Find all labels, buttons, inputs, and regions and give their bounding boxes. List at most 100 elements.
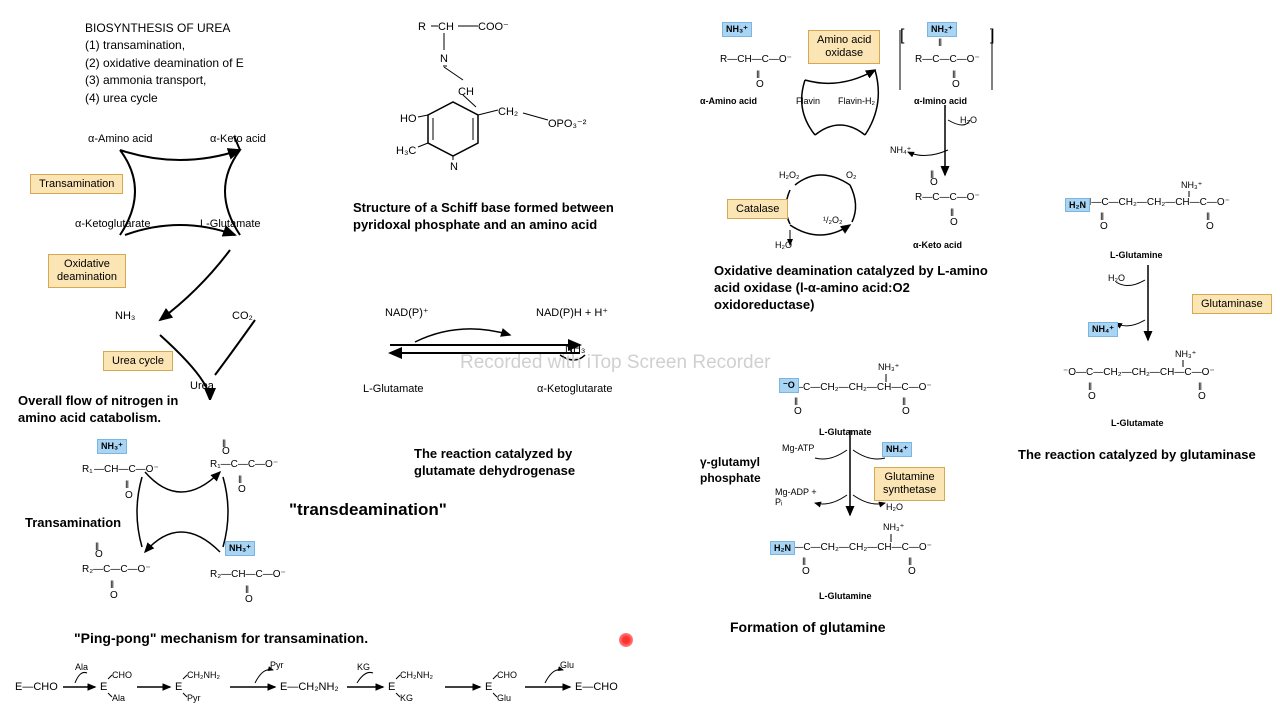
urea-label: Urea bbox=[190, 380, 214, 392]
pingpong-chain: E—CHO E CHO Ala Ala E CH₂NH₂ Pyr Pyr E—C… bbox=[15, 655, 665, 705]
alpha-keto-label: α-Keto acid bbox=[210, 133, 266, 145]
nadp-label: NAD(P)⁺ bbox=[385, 306, 429, 319]
svg-text:O: O bbox=[1198, 391, 1206, 402]
svg-text:H₂N—C—CH₂—CH₂—CH—C—O⁻: H₂N—C—CH₂—CH₂—CH—C—O⁻ bbox=[1073, 197, 1230, 208]
nh3-label: NH₃ bbox=[115, 310, 135, 322]
l-glutamate-dehydr: L-Glutamate bbox=[363, 383, 424, 395]
svg-text:Ala: Ala bbox=[112, 693, 125, 703]
svg-text:E—CHO: E—CHO bbox=[15, 681, 58, 693]
svg-text:E: E bbox=[100, 681, 107, 693]
nh2-imino-box: NH₂⁺ bbox=[927, 22, 957, 37]
l-glutamate-form: L-Glutamate bbox=[819, 427, 872, 437]
alpha-keto-caption: α-Keto acid bbox=[913, 240, 962, 250]
svg-text:CHO: CHO bbox=[112, 670, 132, 680]
svg-text:NH₃⁺: NH₃⁺ bbox=[1181, 180, 1203, 190]
svg-text:NH₃⁺: NH₃⁺ bbox=[878, 362, 900, 372]
svg-text:Glu: Glu bbox=[560, 660, 574, 670]
svg-text:E: E bbox=[175, 681, 182, 693]
title-block: BIOSYNTHESIS OF UREA (1) transamination,… bbox=[85, 20, 244, 107]
svg-text:O: O bbox=[245, 594, 253, 605]
svg-text:CH₂: CH₂ bbox=[498, 106, 518, 118]
h2o-out-label: H₂O bbox=[775, 240, 792, 250]
svg-text:Pyr: Pyr bbox=[187, 693, 201, 703]
svg-text:N: N bbox=[450, 161, 458, 173]
svg-text:O: O bbox=[756, 79, 764, 90]
amino-acid-oxidase-box: Amino acidoxidase bbox=[808, 30, 880, 64]
schiff-base-structure: R CH COO⁻ N CH N HO H₃C CH₂ OPO₃⁻² bbox=[358, 15, 608, 195]
svg-text:O: O bbox=[1206, 221, 1214, 232]
svg-text:H₃C: H₃C bbox=[396, 145, 416, 157]
nh3-box-1: NH₃⁺ bbox=[97, 439, 127, 454]
svg-text:KG: KG bbox=[400, 693, 413, 703]
urea-cycle-box: Urea cycle bbox=[103, 351, 173, 371]
svg-text:O: O bbox=[794, 406, 802, 417]
svg-text:[: [ bbox=[900, 27, 905, 44]
svg-text:CH₂NH₂: CH₂NH₂ bbox=[187, 670, 220, 680]
alpha-amino-label: α-Amino acid bbox=[88, 133, 152, 145]
nadph-label: NAD(P)H + H⁺ bbox=[536, 306, 608, 319]
title-line1: (1) transamination, bbox=[85, 37, 244, 54]
catalase-box: Catalase bbox=[727, 199, 788, 219]
svg-text:R: R bbox=[418, 21, 426, 33]
glutaminase-box: Glutaminase bbox=[1192, 294, 1272, 314]
svg-text:R₁: R₁ bbox=[82, 464, 93, 475]
svg-text:COO⁻: COO⁻ bbox=[478, 21, 509, 33]
formation-glutamine-caption: Formation of glutamine bbox=[730, 618, 886, 636]
h2o-ox-label: H₂O bbox=[960, 115, 977, 125]
pingpong-caption: "Ping-pong" mechanism for transamination… bbox=[74, 629, 368, 647]
svg-text:N: N bbox=[440, 53, 448, 65]
svg-text:‖: ‖ bbox=[938, 38, 942, 49]
svg-text:O: O bbox=[1088, 391, 1096, 402]
schiff-caption: Structure of a Schiff base formed betwee… bbox=[353, 200, 623, 234]
svg-text:HO: HO bbox=[400, 113, 417, 125]
gamma-glutamyl-caption: γ-glutamyl phosphate bbox=[700, 455, 780, 486]
alpha-ketoglutarate-label: α-Ketoglutarate bbox=[75, 218, 150, 230]
nh3-dehydr: NH₃ bbox=[565, 343, 585, 355]
overall-flow-caption: Overall flow of nitrogen in amino acid c… bbox=[18, 393, 218, 427]
alpha-amino-caption: α-Amino acid bbox=[700, 96, 757, 106]
mg-adp-label: Mg-ADP + Pᵢ bbox=[775, 488, 825, 508]
l-glutamate-label: L-Glutamate bbox=[200, 218, 261, 230]
svg-text:R₁—C—C—O⁻: R₁—C—C—O⁻ bbox=[210, 459, 278, 470]
svg-text:OPO₃⁻²: OPO₃⁻² bbox=[548, 118, 587, 130]
svg-text:O: O bbox=[1100, 221, 1108, 232]
nh4-glutaminase-box: NH₄⁺ bbox=[1088, 322, 1118, 337]
flavin-label: Flavin bbox=[796, 96, 820, 106]
svg-text:O: O bbox=[902, 406, 910, 417]
svg-text:R—C—C—O⁻: R—C—C—O⁻ bbox=[915, 54, 980, 65]
svg-text:O: O bbox=[125, 490, 133, 501]
svg-text:‖: ‖ bbox=[930, 170, 934, 181]
svg-text:‖: ‖ bbox=[222, 439, 226, 450]
h2o-synth-label: H₂O bbox=[886, 502, 903, 512]
svg-text:O: O bbox=[802, 566, 810, 577]
svg-text:E: E bbox=[388, 681, 395, 693]
nh4-synth-box: NH₄⁺ bbox=[882, 442, 912, 457]
svg-text:CH: CH bbox=[458, 86, 474, 98]
flavin-h2-label: Flavin-H₂ bbox=[838, 96, 875, 106]
h2o-glutaminase: H₂O bbox=[1108, 273, 1125, 283]
svg-text:‖: ‖ bbox=[95, 542, 99, 553]
title-line3: (3) ammonia transport, bbox=[85, 72, 244, 89]
svg-text:⁻O—C—CH₂—CH₂—CH—C—O⁻: ⁻O—C—CH₂—CH₂—CH—C—O⁻ bbox=[1063, 367, 1215, 378]
svg-text:R₂—CH—C—O⁻: R₂—CH—C—O⁻ bbox=[210, 569, 286, 580]
svg-text:H₂N—C—CH₂—CH₂—CH—C—O⁻: H₂N—C—CH₂—CH₂—CH—C—O⁻ bbox=[775, 542, 932, 553]
nh3-amino-box: NH₃⁺ bbox=[722, 22, 752, 37]
oxidative-caption: Oxidative deamination catalyzed by L-ami… bbox=[714, 263, 1004, 314]
nh4-ox-label: NH₄⁺ bbox=[890, 145, 911, 156]
svg-text:KG: KG bbox=[357, 662, 370, 672]
svg-text:O: O bbox=[950, 217, 958, 228]
svg-text:Pyr: Pyr bbox=[270, 660, 284, 670]
glutamine-synthetase-box: Glutaminesynthetase bbox=[874, 467, 945, 501]
svg-text:CH: CH bbox=[438, 21, 454, 33]
transdeamination-caption: "transdeamination" bbox=[289, 499, 447, 521]
half-o2-label: ¹/₂O₂ bbox=[823, 215, 843, 225]
glut-dehydr-caption: The reaction catalyzed by glutamate dehy… bbox=[414, 446, 614, 480]
laser-pointer-dot bbox=[619, 633, 633, 647]
svg-text:E—CH₂NH₂: E—CH₂NH₂ bbox=[280, 681, 339, 693]
svg-text:E—CHO: E—CHO bbox=[575, 681, 618, 693]
title-line4: (4) urea cycle bbox=[85, 90, 244, 107]
alpha-kg-dehydr: α-Ketoglutarate bbox=[537, 383, 612, 395]
o2-label: O₂ bbox=[846, 170, 857, 180]
svg-text:E: E bbox=[485, 681, 492, 693]
svg-text:⁻O—C—CH₂—CH₂—CH—C—O⁻: ⁻O—C—CH₂—CH₂—CH—C—O⁻ bbox=[780, 382, 932, 393]
